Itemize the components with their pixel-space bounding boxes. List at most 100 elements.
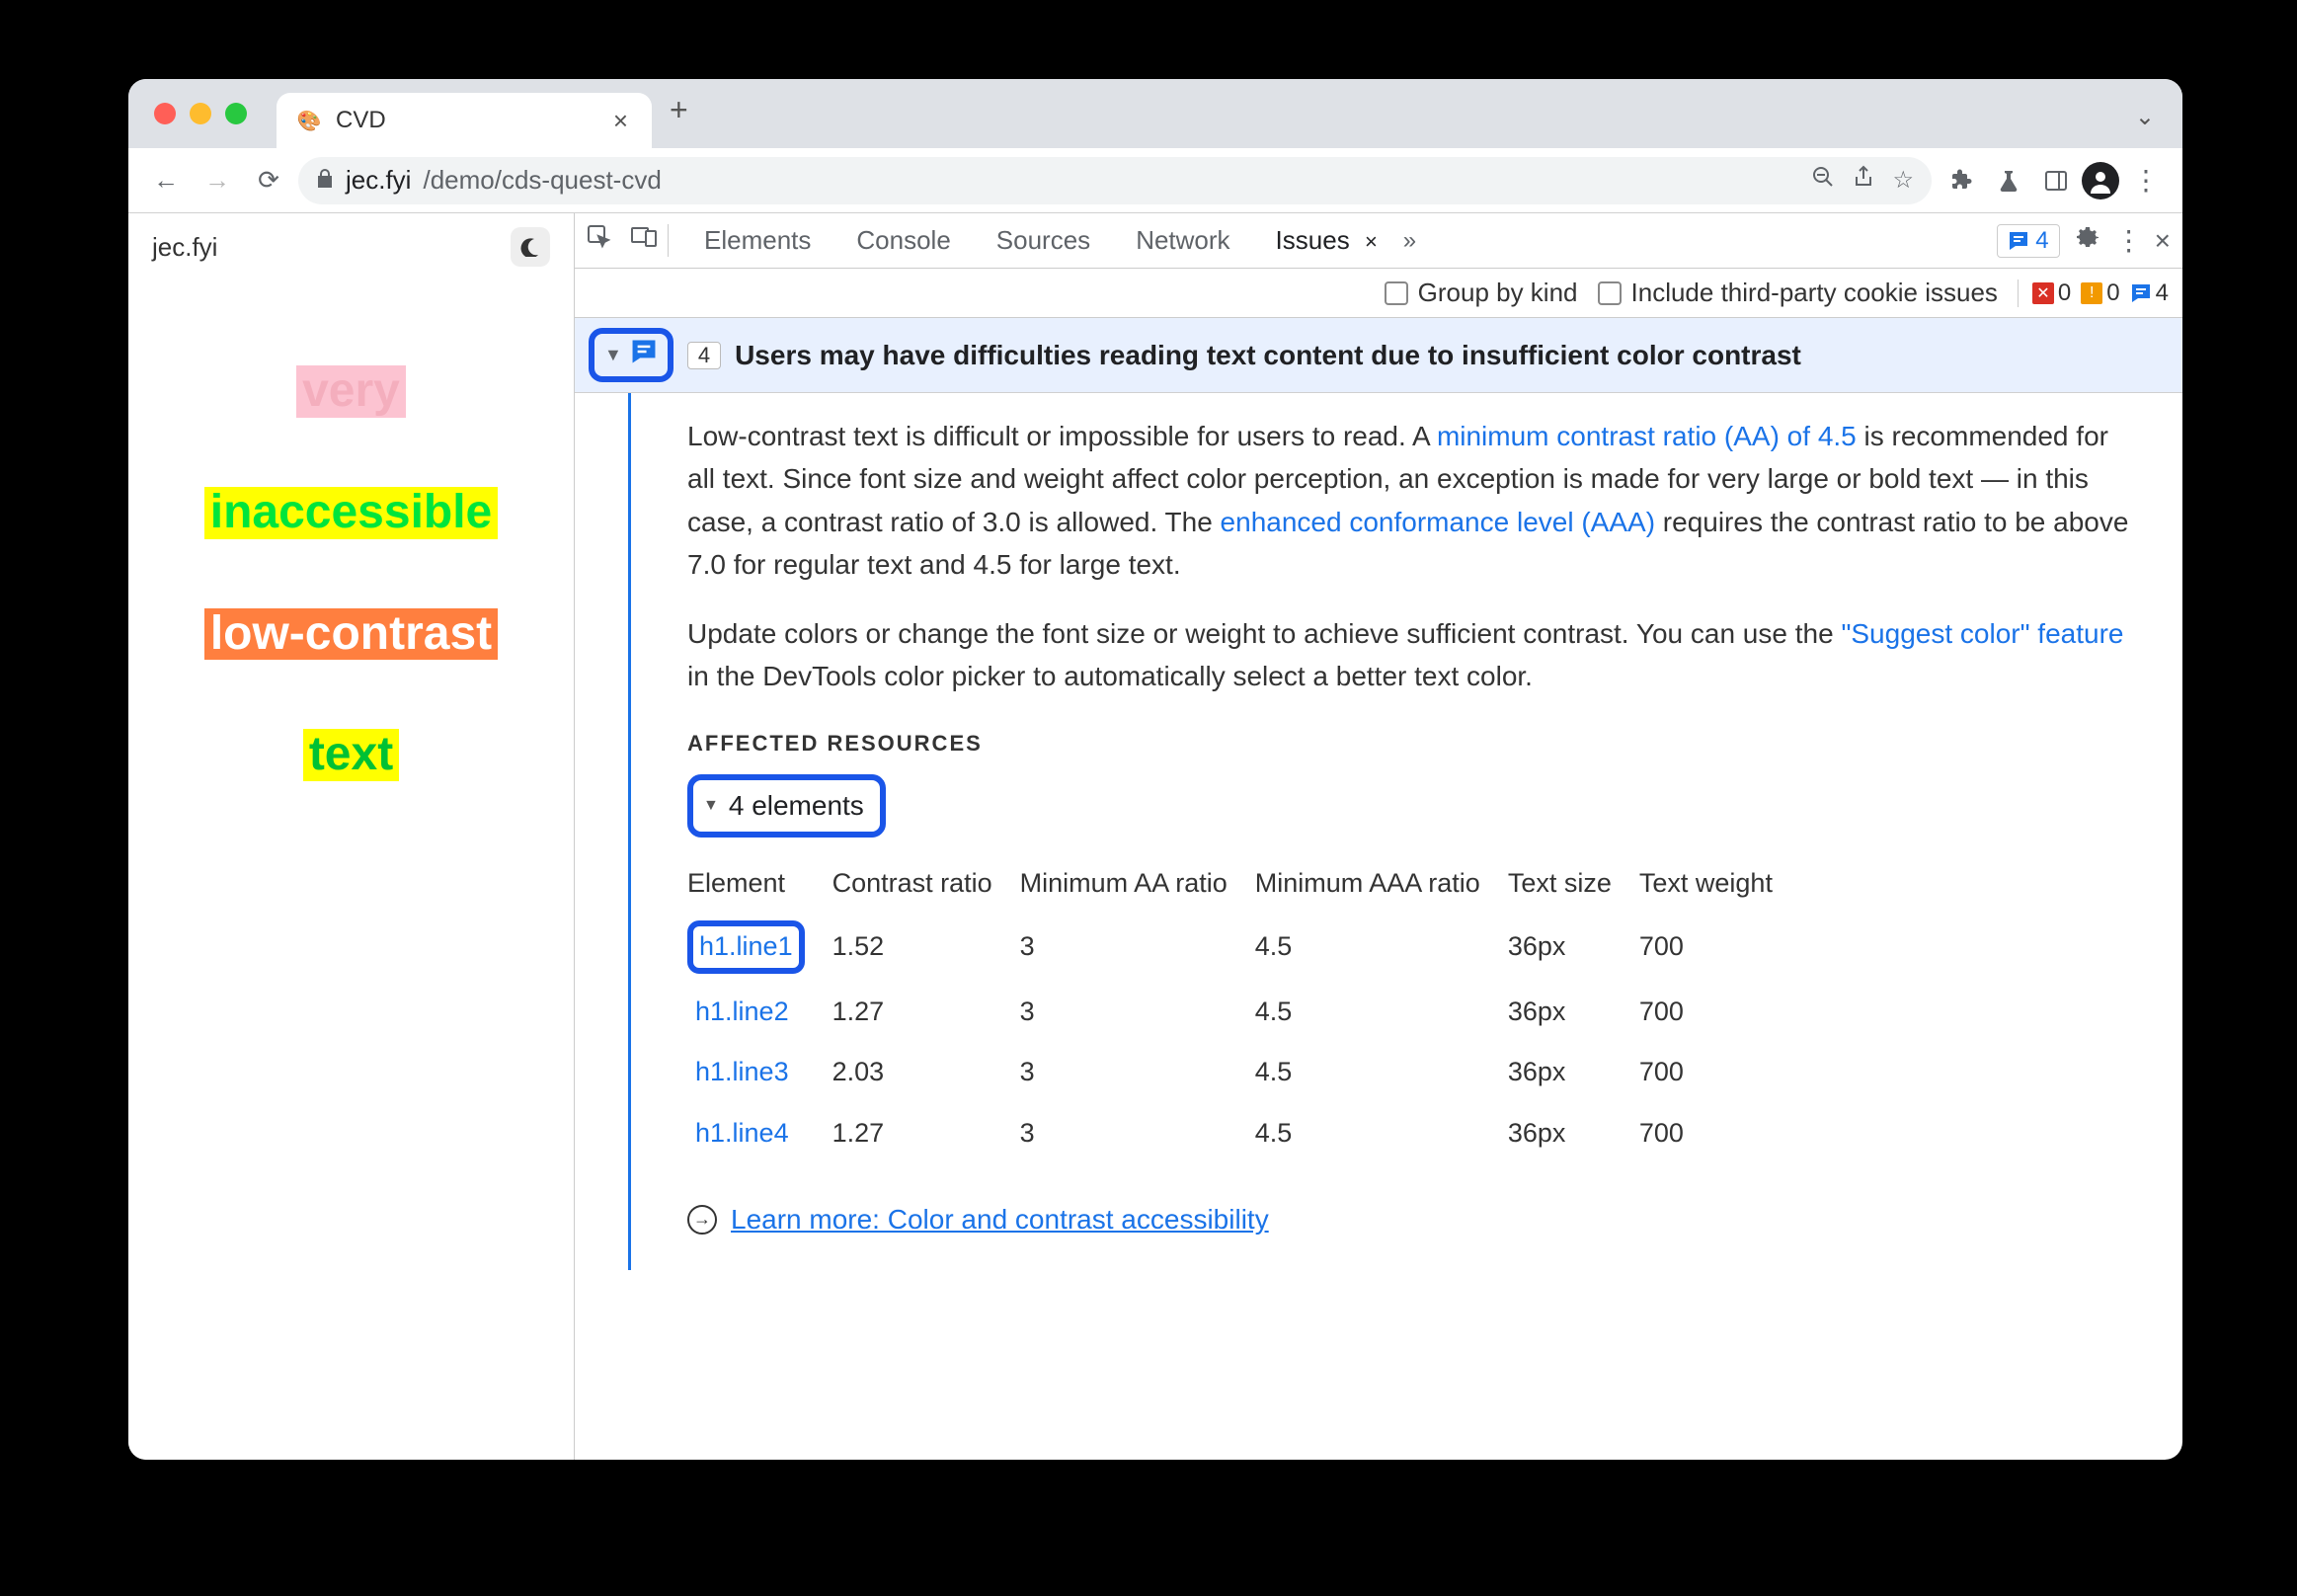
warning-count: !0 [2081, 279, 2119, 307]
device-icon[interactable] [630, 224, 658, 257]
issue-count-badge: 4 [687, 342, 721, 369]
table-cell: 36px [1508, 1042, 1639, 1103]
table-cell: 4.5 [1255, 1103, 1508, 1164]
devtools-tabs: ElementsConsoleSourcesNetwork Issues × »… [575, 213, 2182, 269]
more-tabs-icon[interactable]: » [1403, 227, 1416, 255]
table-cell: 4.5 [1255, 1042, 1508, 1103]
sidepanel-icon[interactable] [2034, 159, 2078, 202]
table-cell: 1.52 [832, 913, 1020, 982]
zoom-out-icon[interactable] [1811, 165, 1835, 196]
table-cell: 3 [1020, 913, 1255, 982]
settings-icon[interactable] [2074, 223, 2101, 258]
tab-close-icon[interactable]: × [613, 106, 628, 136]
table-row: h1.line3 2.0334.536px700 [687, 1042, 1800, 1103]
table-cell: 36px [1508, 913, 1639, 982]
profile-avatar[interactable] [2082, 162, 2119, 200]
window-zoom-button[interactable] [225, 103, 247, 124]
info-icon [630, 338, 658, 372]
issue-header[interactable]: ▼ 4 Users may have difficulties reading … [575, 318, 2182, 393]
extensions-icon[interactable] [1940, 159, 1983, 202]
devtools-tab-elements[interactable]: Elements [684, 217, 831, 264]
learn-more-link[interactable]: Learn more: Color and contrast accessibi… [731, 1198, 1269, 1240]
element-link-wrap: h1.line2 [687, 990, 797, 1035]
info-count: 4 [2130, 279, 2169, 307]
element-link[interactable]: h1.line1 [699, 931, 793, 961]
table-cell: 36px [1508, 982, 1639, 1043]
elements-count-highlight[interactable]: ▼ 4 elements [687, 774, 886, 837]
table-cell: 36px [1508, 1103, 1639, 1164]
theme-toggle[interactable] [511, 227, 550, 267]
table-row: h1.line41.2734.536px700 [687, 1103, 1800, 1164]
toolbar-right: ⋮ [1940, 159, 2167, 202]
table-cell: 2.03 [832, 1042, 1020, 1103]
demo-line-3: low-contrast [204, 608, 498, 661]
title-bar: 🎨 CVD × + ⌄ [128, 79, 2182, 148]
suggest-color-link[interactable]: "Suggest color" feature [1841, 618, 2123, 649]
table-cell: 1.27 [832, 1103, 1020, 1164]
issues-toolbar: Group by kind Include third-party cookie… [575, 269, 2182, 318]
issue-rail [575, 393, 648, 1270]
expand-icon[interactable]: ▼ [604, 345, 622, 365]
window-close-button[interactable] [154, 103, 176, 124]
devtools-tab-console[interactable]: Console [836, 217, 970, 264]
close-icon[interactable]: × [1365, 229, 1378, 254]
site-name: jec.fyi [152, 232, 217, 263]
table-cell: 700 [1639, 1042, 1800, 1103]
issue-description-1: Low-contrast text is difficult or imposs… [687, 415, 2143, 587]
table-cell: 4.5 [1255, 913, 1508, 982]
devtools-close-icon[interactable]: × [2155, 225, 2171, 257]
table-cell: 4.5 [1255, 982, 1508, 1043]
contrast-aa-link[interactable]: minimum contrast ratio (AA) of 4.5 [1437, 421, 1857, 451]
demo-line-2: inaccessible [204, 487, 499, 539]
window-menu-icon[interactable]: ⌄ [2135, 103, 2155, 131]
back-button[interactable]: ← [144, 159, 188, 202]
forward-button[interactable]: → [196, 159, 239, 202]
third-party-checkbox[interactable]: Include third-party cookie issues [1598, 278, 1998, 308]
devtools-tab-sources[interactable]: Sources [977, 217, 1110, 264]
browser-tab[interactable]: 🎨 CVD × [277, 93, 652, 148]
devtools-menu-icon[interactable]: ⋮ [2115, 224, 2141, 257]
element-link-highlight: h1.line1 [687, 920, 805, 974]
issues-counter-pill[interactable]: 4 [1997, 224, 2059, 258]
browser-window: 🎨 CVD × + ⌄ ← → ⟳ jec.fyi/demo/cds-quest… [128, 79, 2182, 1460]
arrow-right-icon: → [687, 1205, 717, 1235]
table-cell: 3 [1020, 1042, 1255, 1103]
devtools-panel: ElementsConsoleSourcesNetwork Issues × »… [575, 213, 2182, 1460]
tab-favicon: 🎨 [296, 108, 322, 133]
url-host: jec.fyi [346, 165, 411, 196]
element-link[interactable]: h1.line3 [695, 1057, 789, 1086]
affected-elements-table: ElementContrast ratioMinimum AA ratioMin… [687, 855, 1800, 1164]
table-header: Contrast ratio [832, 855, 1020, 913]
share-icon[interactable] [1853, 165, 1874, 196]
issue-title: Users may have difficulties reading text… [735, 340, 1801, 371]
browser-toolbar: ← → ⟳ jec.fyi/demo/cds-quest-cvd ☆ [128, 148, 2182, 213]
address-bar[interactable]: jec.fyi/demo/cds-quest-cvd ☆ [298, 157, 1932, 204]
element-link[interactable]: h1.line2 [695, 997, 789, 1026]
issue-icon-highlight: ▼ [589, 328, 673, 382]
chrome-menu-icon[interactable]: ⋮ [2123, 159, 2167, 202]
devtools-tab-issues[interactable]: Issues × [1256, 217, 1397, 264]
page-header: jec.fyi [128, 213, 574, 277]
table-cell: 700 [1639, 913, 1800, 982]
new-tab-button[interactable]: + [670, 92, 688, 136]
group-by-kind-checkbox[interactable]: Group by kind [1385, 278, 1578, 308]
window-minimize-button[interactable] [190, 103, 211, 124]
tab-title: CVD [336, 107, 386, 134]
learn-more: → Learn more: Color and contrast accessi… [687, 1198, 1269, 1240]
demo-line-1: very [296, 365, 406, 418]
lock-icon [316, 168, 334, 194]
element-link[interactable]: h1.line4 [695, 1118, 789, 1148]
contrast-aaa-link[interactable]: enhanced conformance level (AAA) [1221, 507, 1655, 537]
bookmark-icon[interactable]: ☆ [1892, 166, 1914, 195]
devtools-tab-network[interactable]: Network [1116, 217, 1249, 264]
table-cell: 700 [1639, 1103, 1800, 1164]
inspect-icon[interactable] [587, 224, 612, 257]
reload-button[interactable]: ⟳ [247, 159, 290, 202]
element-link-wrap: h1.line3 [687, 1050, 797, 1095]
labs-icon[interactable] [1987, 159, 2030, 202]
table-header: Text size [1508, 855, 1639, 913]
expand-icon[interactable]: ▼ [703, 794, 719, 819]
page-panel: jec.fyi veryinaccessiblelow-contrasttext [128, 213, 575, 1460]
issue-counts: ✕0 !0 4 [2018, 279, 2169, 307]
table-header: Element [687, 855, 832, 913]
